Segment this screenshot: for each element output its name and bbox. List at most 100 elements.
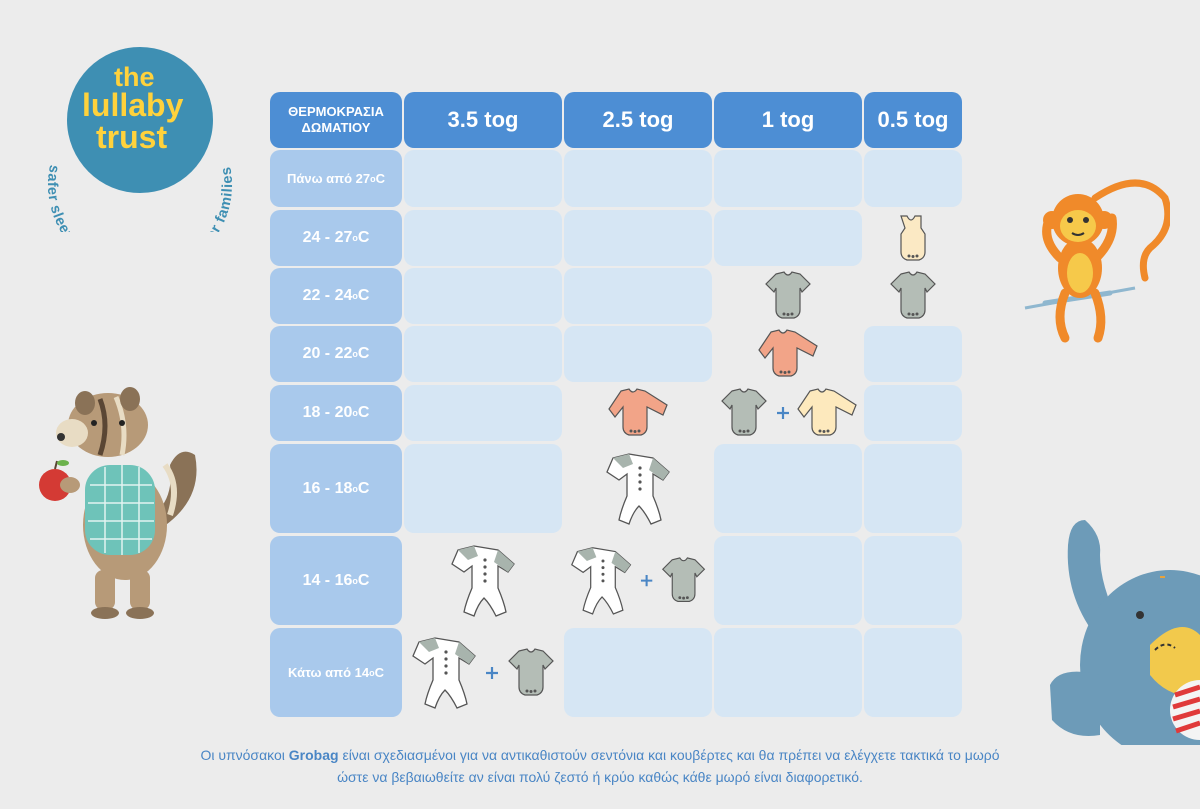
sleepsuit-icon xyxy=(571,546,632,615)
tog-cell-r6-c4 xyxy=(864,444,962,533)
chipmunk-illustration xyxy=(39,387,197,619)
tog-cell-r5-c2 xyxy=(564,385,712,441)
short-sleeve-bodysuit-icon xyxy=(890,271,936,319)
tog-cell-r4-c4 xyxy=(864,326,962,382)
footnote: Οι υπνόσακοι Grobag είναι σχεδιασμένοι γ… xyxy=(100,744,1100,788)
plus-icon xyxy=(486,666,498,679)
tog-cell-r5-c4 xyxy=(864,385,962,441)
tog-cell-r1-c4 xyxy=(864,150,962,207)
tog-header-3: 1 tog xyxy=(714,92,862,148)
tog-cell-r4-c2 xyxy=(564,326,712,382)
row-label-range: 16 - 18 xyxy=(302,479,353,497)
degree-sign: o xyxy=(352,233,358,243)
tog-cell-r6-c1 xyxy=(404,444,562,533)
row-label-unit: C xyxy=(357,404,370,421)
degree-sign: o xyxy=(352,291,358,301)
tog-cell-r5-c1 xyxy=(404,385,562,441)
tog-cell-r1-c1 xyxy=(404,150,562,207)
tog-cell-r3-c3 xyxy=(714,268,862,324)
logo-word-lullaby: lullaby xyxy=(82,87,184,123)
row-label-unit: C xyxy=(357,287,370,304)
footnote-line-2: ώστε να βεβαιωθείτε αν είναι πολύ ζεστό … xyxy=(337,769,863,785)
logo-word-the: the xyxy=(114,62,155,92)
tog-cell-r8-c4 xyxy=(864,628,962,717)
row-label-range: 18 - 20 xyxy=(302,404,353,421)
tog-header-2: 2.5 tog xyxy=(564,92,712,148)
plus-icon xyxy=(777,407,789,419)
long-sleeve-bodysuit-icon xyxy=(758,329,818,377)
tog-cell-r1-c3 xyxy=(714,150,862,207)
lullaby-trust-logo: the lullaby trust safer sleep for babies… xyxy=(44,47,235,232)
room-temperature-header: ΘΕΡΜΟΚΡΑΣΙΑ ΔΩΜΑΤΙΟΥ xyxy=(270,92,402,148)
row-label-range: Κάτω από 14 xyxy=(288,665,370,680)
row-label-range: 24 - 27 xyxy=(302,229,353,246)
short-sleeve-bodysuit-icon xyxy=(508,647,554,696)
tog-cell-r3-c4 xyxy=(864,268,962,324)
footnote-text-start: Οι υπνόσακοι xyxy=(200,747,289,763)
row-label-range: Πάνω από 27 xyxy=(286,171,371,186)
degree-sign: o xyxy=(352,483,358,494)
tog-header-4: 0.5 tog xyxy=(864,92,962,148)
short-sleeve-bodysuit-icon xyxy=(661,557,706,602)
tog-cell-r6-c2 xyxy=(564,444,712,533)
sleepsuit-icon xyxy=(451,544,515,617)
tog-cell-r1-c2 xyxy=(564,150,712,207)
row-label-unit: C xyxy=(357,229,370,246)
tog-cell-r2-c3 xyxy=(714,210,862,266)
row-label-3: 22 - 24 o C xyxy=(270,268,402,324)
monkey-illustration xyxy=(1024,179,1170,343)
vest-icon xyxy=(900,215,926,261)
footnote-line-1: Οι υπνόσακοι Grobag είναι σχεδιασμένοι γ… xyxy=(100,744,1100,766)
tog-cell-r8-c1 xyxy=(404,628,562,717)
tog-cell-r7-c4 xyxy=(864,536,962,625)
row-label-7: 14 - 16 o C xyxy=(270,536,402,625)
row-label-range: 22 - 24 xyxy=(302,287,353,304)
sleepsuit-icon xyxy=(412,636,476,709)
tog-header-1: 3.5 tog xyxy=(404,92,562,148)
tog-cell-r2-c2 xyxy=(564,210,712,266)
footnote-brand: Grobag xyxy=(288,747,339,763)
tog-cell-r8-c3 xyxy=(714,628,862,717)
tog-cell-r4-c3 xyxy=(714,326,862,382)
long-sleeve-bodysuit-cream-icon xyxy=(797,388,857,436)
degree-sign: o xyxy=(352,349,358,359)
degree-sign: o xyxy=(369,667,375,678)
short-sleeve-bodysuit-icon xyxy=(765,271,811,319)
tog-cell-r4-c1 xyxy=(404,326,562,382)
room-header-line-2: ΔΩΜΑΤΙΟΥ xyxy=(301,120,371,135)
row-label-range: 14 - 16 xyxy=(302,571,353,589)
degree-sign: o xyxy=(352,408,358,418)
tog-cell-r7-c3 xyxy=(714,536,862,625)
row-label-1: Πάνω από 27 o C xyxy=(270,150,402,207)
row-label-unit: C xyxy=(357,345,370,362)
row-label-2: 24 - 27 o C xyxy=(270,210,402,266)
tog-cell-r6-c3 xyxy=(714,444,862,533)
degree-sign: o xyxy=(370,173,376,184)
short-sleeve-bodysuit-icon xyxy=(721,388,767,436)
tog-cell-r7-c1 xyxy=(404,536,562,625)
tog-cell-r3-c1 xyxy=(404,268,562,324)
footnote-text-end: είναι σχεδιασμένοι για να αντικαθιστούν … xyxy=(338,747,1000,763)
long-sleeve-bodysuit-icon xyxy=(608,388,668,436)
row-label-range: 20 - 22 xyxy=(302,345,353,362)
sleepsuit-icon xyxy=(606,452,670,525)
row-label-unit: C xyxy=(375,171,386,186)
elephant-illustration xyxy=(1050,520,1200,745)
tog-cell-r8-c2 xyxy=(564,628,712,717)
tog-cell-r7-c2 xyxy=(564,536,712,625)
tog-cell-r5-c3 xyxy=(714,385,862,441)
tog-cell-r2-c1 xyxy=(404,210,562,266)
row-label-8: Κάτω από 14 o C xyxy=(270,628,402,717)
logo-word-trust: trust xyxy=(96,119,167,155)
row-label-6: 16 - 18 o C xyxy=(270,444,402,533)
row-label-5: 18 - 20 o C xyxy=(270,385,402,441)
tog-cell-r3-c2 xyxy=(564,268,712,324)
row-label-unit: C xyxy=(357,571,370,589)
row-label-unit: C xyxy=(374,665,384,680)
plus-icon xyxy=(640,574,653,587)
row-label-unit: C xyxy=(357,479,370,497)
room-header-line-1: ΘΕΡΜΟΚΡΑΣΙΑ xyxy=(288,104,384,119)
row-label-4: 20 - 22 o C xyxy=(270,326,402,382)
degree-sign: o xyxy=(352,575,358,586)
